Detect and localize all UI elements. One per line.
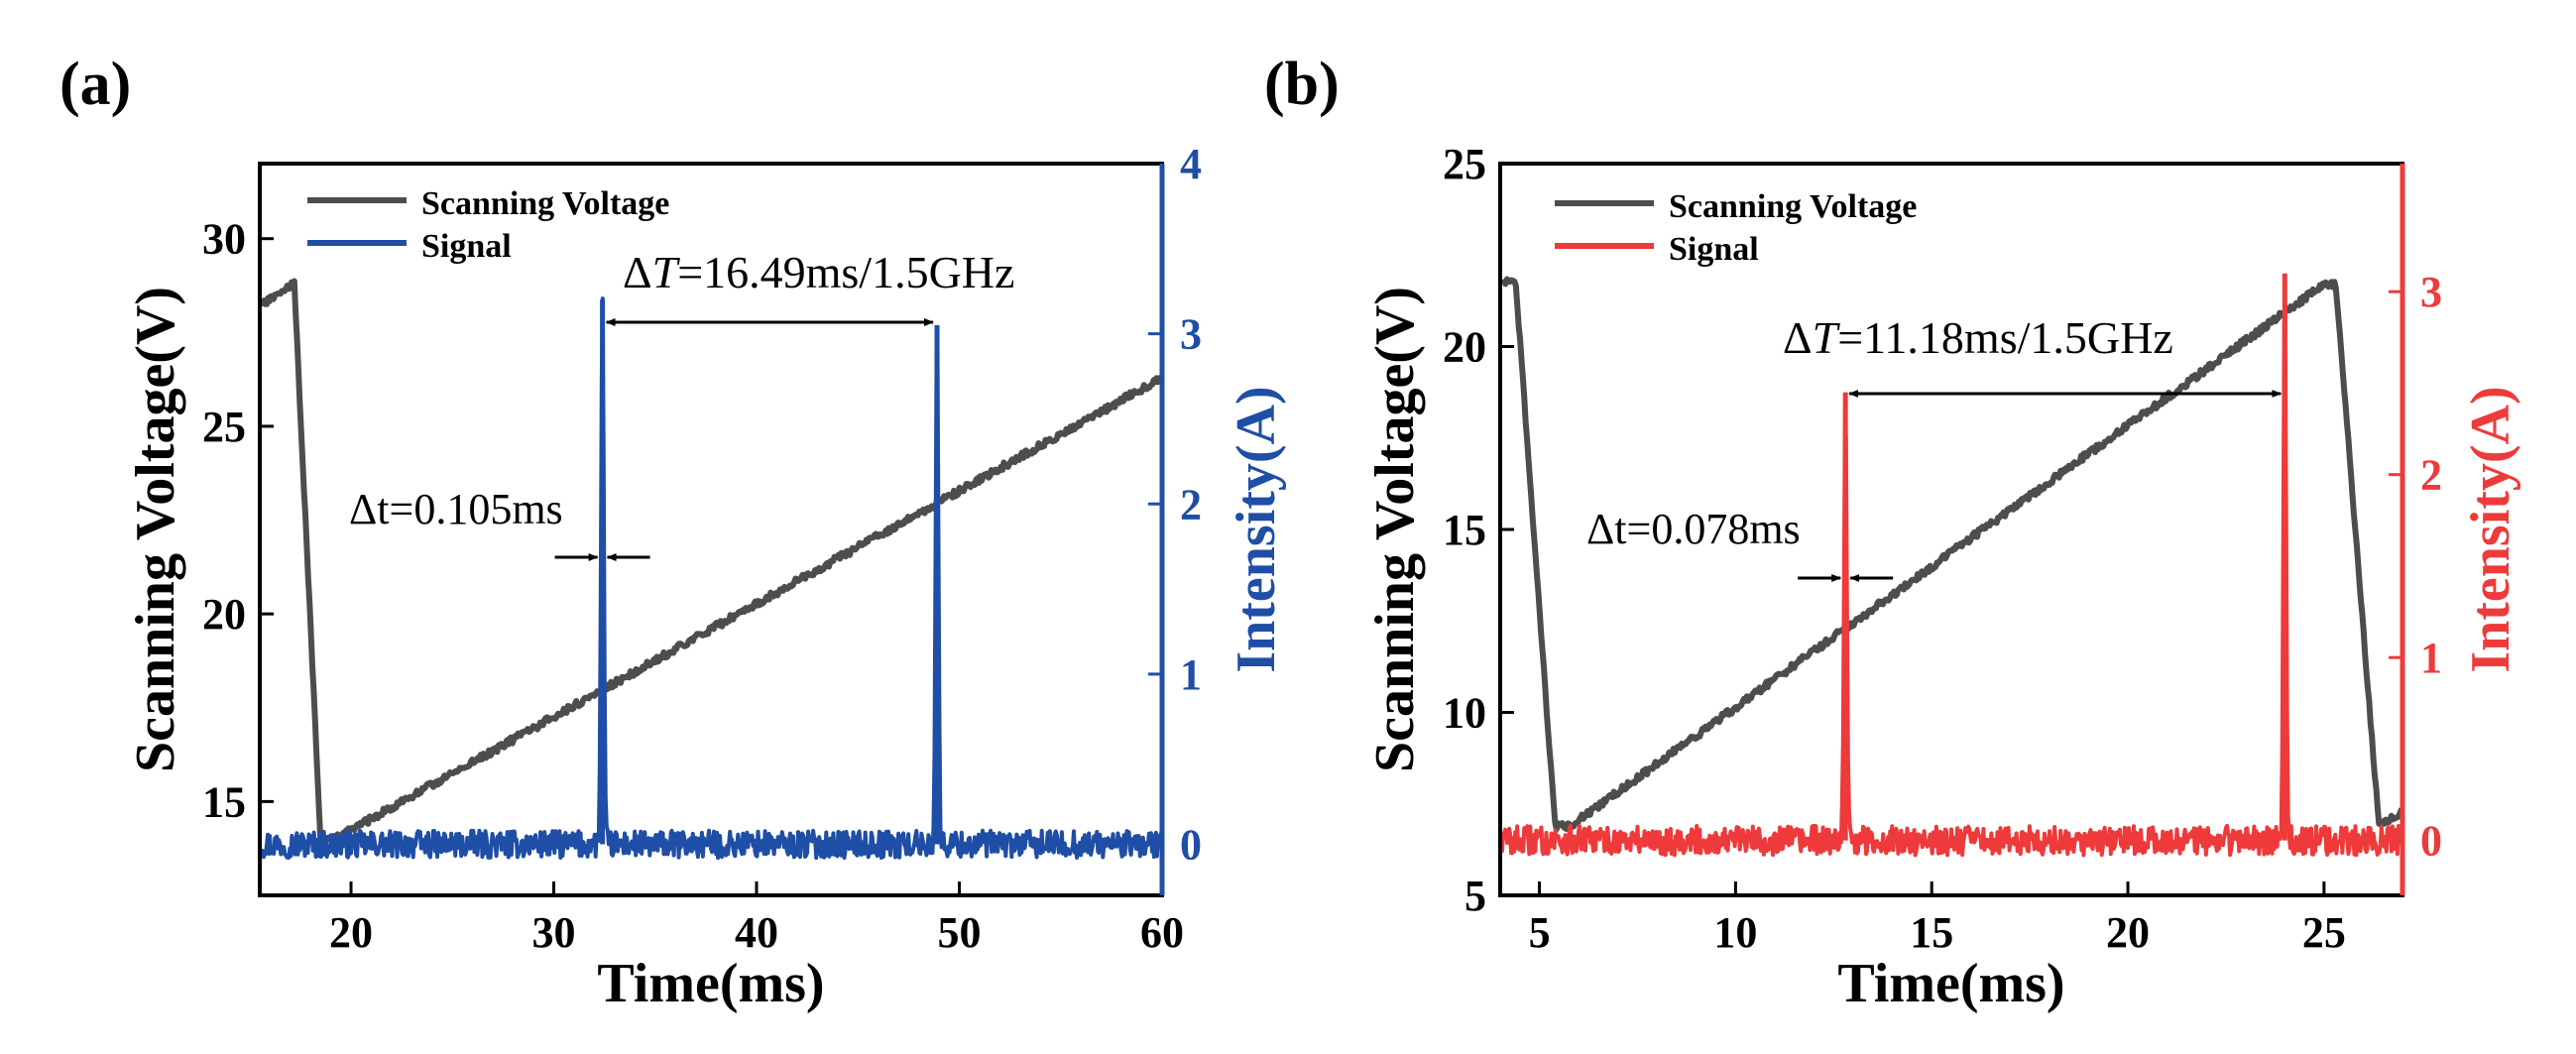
panel-b-plot-area (1500, 273, 2402, 858)
x-tick-label: 25 (2302, 908, 2346, 957)
panel-a: (a) 20 30 40 50 60 15 20 25 30 0 1 2 3 4 Time(ms) Sca… (59, 51, 1287, 1014)
right-y-tick-label: 4 (1180, 140, 1202, 188)
x-tick-label: 20 (2106, 908, 2150, 957)
left-y-tick-label: 25 (1443, 140, 1486, 188)
left-y-tick-label: 20 (202, 590, 246, 639)
right-y-tick-label: 3 (2420, 268, 2442, 316)
right-y-tick-label: 3 (1180, 310, 1202, 359)
panel-b-x-axis-label: Time(ms) (1837, 953, 2064, 1014)
right-y-tick-label: 2 (1180, 480, 1202, 528)
left-y-tick-label: 10 (1443, 689, 1486, 738)
panel-a-label: (a) (59, 51, 131, 118)
panel-b-delta-T-label: ΔT=11.18ms/1.5GHz (1783, 312, 2173, 363)
panel-a-delta-t-label: Δt=0.105ms (349, 485, 563, 533)
panel-b-right-axis-label: Intensity(A) (2460, 386, 2521, 672)
scanning-voltage-line (260, 278, 1162, 844)
left-y-tick-label: 15 (1443, 506, 1486, 554)
scanning-voltage-line (1501, 276, 2402, 833)
panel-a-plot-area (260, 278, 1162, 861)
panel-a-delta-T-label: ΔT=16.49ms/1.5GHz (623, 247, 1014, 297)
right-y-tick-label: 2 (2420, 451, 2442, 500)
left-y-tick-label: 30 (202, 215, 246, 264)
signal-line (1500, 299, 2402, 858)
left-y-tick-label: 25 (202, 403, 246, 451)
right-y-tick-label: 1 (1180, 650, 1202, 699)
panel-b-legend: Scanning Voltage Signal (1555, 188, 1917, 268)
panel-a-x-axis-label: Time(ms) (597, 953, 824, 1014)
right-y-tick-label: 1 (2420, 634, 2442, 682)
left-y-tick-label: 5 (1464, 872, 1486, 920)
legend-voltage-label: Scanning Voltage (1669, 188, 1917, 225)
left-y-tick-label: 20 (1443, 323, 1486, 372)
legend-signal-label: Signal (1669, 231, 1759, 268)
panel-b-delta-t-label: Δt=0.078ms (1586, 505, 1801, 553)
x-tick-label: 10 (1713, 908, 1757, 957)
legend-signal-label: Signal (421, 228, 512, 265)
x-tick-label: 5 (1529, 908, 1551, 957)
panel-a-right-axis-label: Intensity(A) (1226, 386, 1287, 672)
legend-voltage-label: Scanning Voltage (421, 185, 669, 222)
panel-a-left-axis-label: Scanning Voltage(V) (125, 287, 186, 772)
x-tick-label: 30 (532, 908, 576, 957)
panel-b-label: (b) (1264, 51, 1340, 118)
left-y-tick-label: 15 (202, 777, 246, 826)
panel-b: (b) 5 10 15 20 25 5 10 15 20 25 0 1 2 3 Time(ms) Scan… (1264, 51, 2521, 1014)
x-tick-label: 40 (735, 908, 778, 957)
signal-line (260, 296, 1162, 861)
panel-b-left-axis-label: Scanning Voltage(V) (1364, 287, 1426, 772)
right-y-tick-label: 0 (1180, 821, 1202, 870)
x-tick-label: 50 (938, 908, 982, 957)
panel-a-legend: Scanning Voltage Signal (307, 185, 669, 265)
right-y-tick-label: 0 (2420, 817, 2442, 866)
x-tick-label: 60 (1140, 908, 1184, 957)
x-tick-label: 20 (329, 908, 373, 957)
x-tick-label: 15 (1910, 908, 1953, 957)
